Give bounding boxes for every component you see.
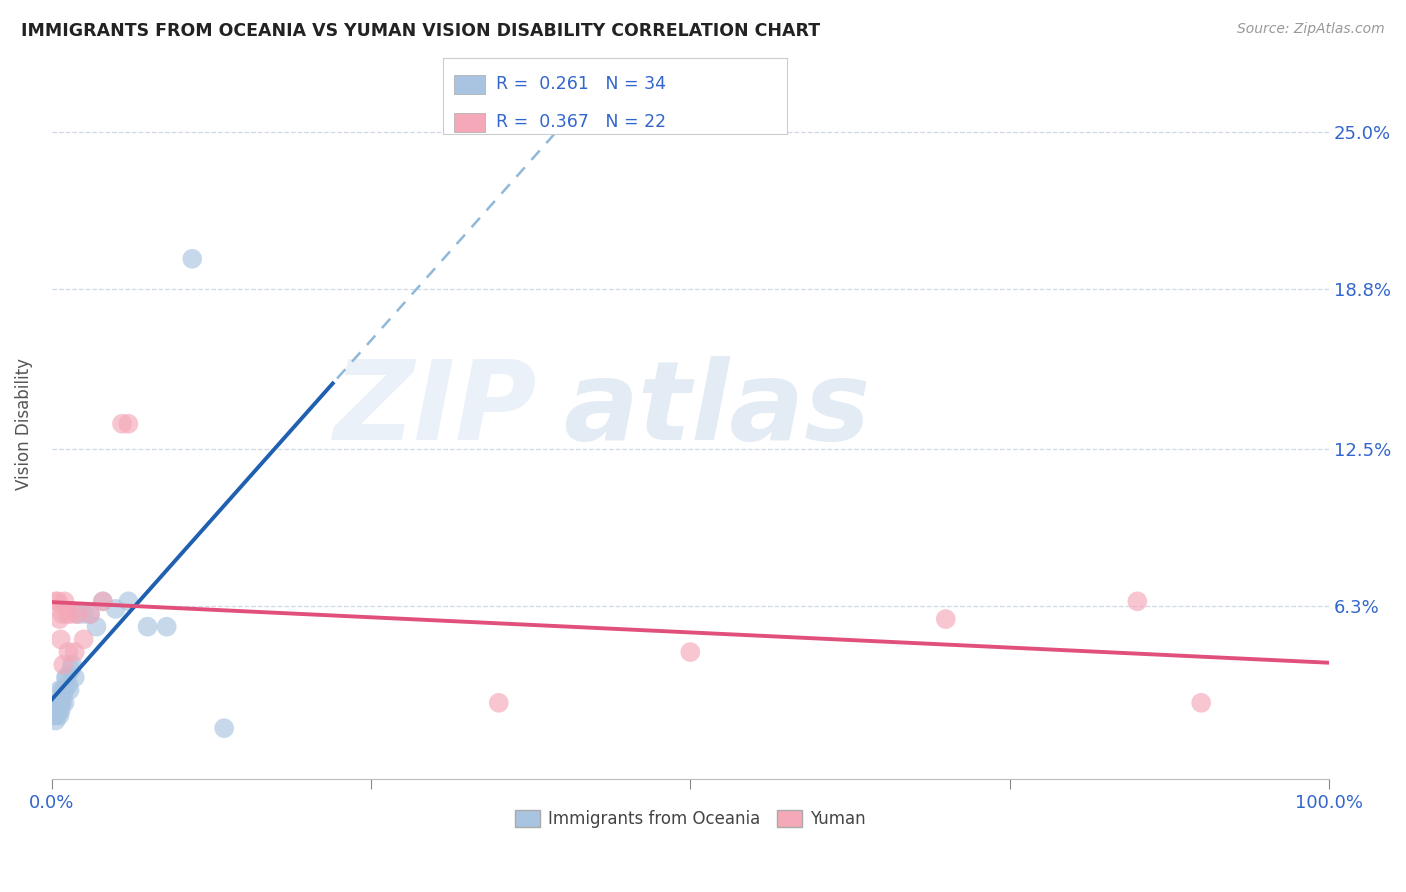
Point [1189, 696, 1212, 710]
Point [45, 708, 67, 723]
Legend: Immigrants from Oceania, Yuman: Immigrants from Oceania, Yuman [508, 803, 873, 835]
Point [45, 703, 67, 717]
Point [56, 670, 79, 684]
Point [58, 678, 80, 692]
Point [66, 607, 89, 621]
Point [117, 594, 139, 608]
Point [51, 696, 73, 710]
Point [49, 703, 72, 717]
Point [63, 645, 86, 659]
Point [55, 670, 77, 684]
Point [63, 670, 86, 684]
Point [45, 696, 67, 710]
Point [79, 607, 101, 621]
Point [58, 645, 80, 659]
Point [679, 645, 702, 659]
Text: R =  0.261   N = 34: R = 0.261 N = 34 [496, 75, 666, 93]
Text: Source: ZipAtlas.com: Source: ZipAtlas.com [1237, 22, 1385, 37]
Point [48, 612, 70, 626]
Point [91, 594, 114, 608]
Point [104, 602, 127, 616]
Point [52, 657, 75, 672]
Point [53, 683, 76, 698]
Point [91, 594, 114, 608]
Point [56, 607, 79, 621]
Point [46, 696, 69, 710]
Point [59, 663, 82, 677]
Point [86, 620, 108, 634]
Text: atlas: atlas [562, 356, 870, 463]
Point [73, 607, 96, 621]
Point [45, 594, 67, 608]
Point [51, 607, 73, 621]
Point [136, 620, 159, 634]
Point [52, 688, 75, 702]
Text: ZIP: ZIP [333, 356, 537, 463]
Point [48, 683, 70, 698]
Point [212, 721, 235, 735]
Point [53, 696, 76, 710]
Point [49, 632, 72, 647]
Point [49, 696, 72, 710]
Point [44, 708, 66, 723]
Text: R =  0.367   N = 22: R = 0.367 N = 22 [496, 112, 666, 130]
Point [60, 657, 83, 672]
Point [79, 607, 101, 621]
Point [51, 683, 73, 698]
Point [46, 703, 69, 717]
Text: IMMIGRANTS FROM OCEANIA VS YUMAN VISION DISABILITY CORRELATION CHART: IMMIGRANTS FROM OCEANIA VS YUMAN VISION … [21, 22, 820, 40]
Point [488, 696, 510, 710]
Point [45, 714, 67, 728]
Point [59, 683, 82, 698]
Point [46, 594, 69, 608]
Y-axis label: Vision Disability: Vision Disability [15, 358, 32, 490]
Point [66, 607, 89, 621]
Point [156, 620, 179, 634]
Point [117, 417, 139, 431]
Point [59, 607, 82, 621]
Point [73, 632, 96, 647]
Point [1126, 594, 1149, 608]
Point [53, 594, 76, 608]
Point [111, 417, 134, 431]
Point [935, 612, 957, 626]
Point [48, 708, 70, 723]
Point [181, 252, 204, 266]
